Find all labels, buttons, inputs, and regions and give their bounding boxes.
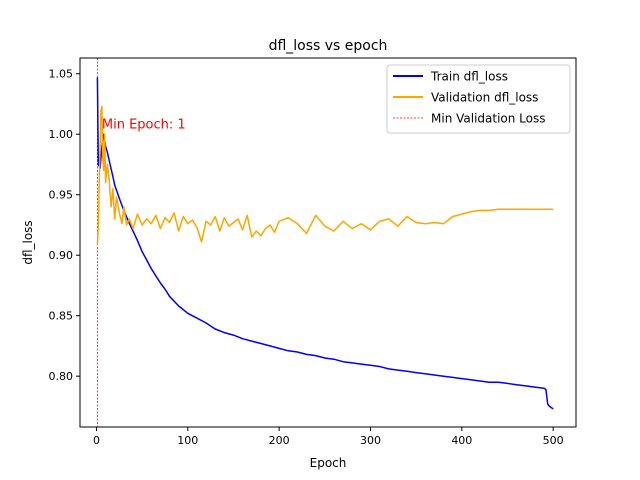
legend-box (386, 64, 571, 134)
x-tick-label: 300 (360, 434, 381, 447)
x-tick-label: 200 (269, 434, 290, 447)
min-epoch-annotation: Min Epoch: 1 (102, 118, 186, 133)
x-tick-label: 100 (177, 434, 198, 447)
x-axis-label: Epoch (310, 456, 347, 470)
x-tick-label: 0 (93, 434, 100, 447)
y-tick-label: 0.90 (49, 249, 74, 262)
y-tick-label: 0.95 (49, 189, 74, 202)
y-axis-label: dfl_loss (21, 220, 35, 264)
chart-title: dfl_loss vs epoch (269, 38, 388, 54)
series-lines (96, 77, 554, 410)
y-axis: 0.80 0.85 0.90 0.95 1.00 1.05 (49, 68, 80, 383)
legend-validation-label: Validation dfl_loss (431, 91, 538, 105)
x-tick-label: 500 (543, 434, 564, 447)
y-tick-label: 1.05 (49, 68, 74, 81)
x-tick-label: 400 (451, 434, 472, 447)
legend: Train dfl_loss Validation dfl_loss Min V… (386, 64, 571, 134)
y-tick-label: 0.85 (49, 310, 74, 323)
legend-min-loss-label: Min Validation Loss (431, 112, 546, 126)
validation-loss-line (96, 105, 554, 246)
plot-frame (79, 57, 577, 428)
y-tick-label: 1.00 (49, 128, 74, 141)
legend-train-label: Train dfl_loss (430, 70, 508, 84)
x-axis: 0 100 200 300 400 500 (93, 427, 564, 447)
plot-area: 0 100 200 300 400 500 0.80 0.85 0.90 0.95 1.00 1.0… (49, 57, 577, 447)
y-tick-label: 0.80 (49, 370, 74, 383)
